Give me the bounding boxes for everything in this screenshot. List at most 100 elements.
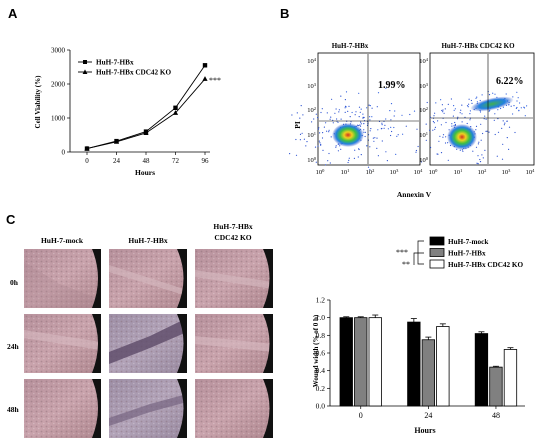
flow-ytick: 103 xyxy=(419,82,429,90)
flow-dot xyxy=(523,106,525,108)
flow-dot xyxy=(318,140,320,142)
flow-dot xyxy=(502,143,504,145)
flow-plot-frame xyxy=(317,52,421,166)
flow-dot xyxy=(477,155,479,157)
flow-dot xyxy=(320,144,322,146)
wound-healing-images: HuH-7-mock HuH-7-HBx HuH-7-HBx CDC42 KO … xyxy=(7,222,273,438)
flow-dot xyxy=(322,149,324,151)
flow-dot xyxy=(317,145,319,147)
flow-dot xyxy=(328,129,330,131)
flow-dot xyxy=(512,96,514,98)
flow-dot xyxy=(429,129,431,131)
flow-dot xyxy=(466,122,468,125)
flow-dot xyxy=(453,109,455,111)
flow-plot-hbx-cdc42-ko: HuH-7-HBx CDC42 KO 6.22% 100 101 102 103… xyxy=(405,42,535,176)
flow-population-live xyxy=(447,124,477,150)
flow-dot xyxy=(492,92,494,94)
flow-percent-label: 1.99% xyxy=(378,80,406,91)
flow-dot xyxy=(504,122,506,124)
flow-dot xyxy=(469,113,471,115)
flow-population-live xyxy=(332,123,364,147)
flow-xtick: 102 xyxy=(366,168,375,176)
flow-dot xyxy=(451,125,453,127)
flow-dot xyxy=(435,102,437,104)
flow-dot xyxy=(329,118,331,120)
flow-dot xyxy=(506,120,508,122)
flow-dot xyxy=(417,145,419,148)
flow-dot xyxy=(362,113,364,115)
flow-dot xyxy=(416,128,418,130)
flow-dot xyxy=(322,132,324,134)
flow-dot xyxy=(402,133,404,135)
viability-point xyxy=(202,76,208,81)
flow-ytick: 101 xyxy=(419,131,428,139)
viability-point xyxy=(84,145,90,151)
flow-dot xyxy=(488,131,490,133)
flow-dot xyxy=(394,110,396,112)
viability-significance: *** xyxy=(209,76,221,85)
flow-dot xyxy=(494,93,496,95)
wound-legend-swatch xyxy=(429,236,445,246)
flow-dot xyxy=(415,151,417,153)
flow-dot xyxy=(472,150,474,152)
flow-xtick: 102 xyxy=(478,168,487,176)
flow-dot xyxy=(516,100,518,102)
flow-xtick: 103 xyxy=(502,168,512,176)
flow-dot xyxy=(385,87,387,89)
flow-dot xyxy=(295,154,298,156)
flow-dot xyxy=(461,104,463,106)
wound-y-tick-label: 1.0 xyxy=(316,313,326,322)
flow-dot xyxy=(354,114,356,116)
viability-y-tick-label: 0 xyxy=(62,149,66,157)
flow-dot xyxy=(387,128,389,130)
wound-y-tick-label: 0.8 xyxy=(316,331,326,340)
flow-plot-hbx: HuH-7-HBx 1.99% 100 101 102 103 104 100 … xyxy=(289,42,423,176)
flow-dot xyxy=(321,108,323,110)
flow-dot xyxy=(348,105,350,107)
flow-dot xyxy=(475,146,478,148)
wound-image xyxy=(109,379,187,438)
flow-dot xyxy=(344,107,346,109)
flow-dot xyxy=(493,119,495,121)
flow-dot xyxy=(513,105,515,107)
flow-dot xyxy=(325,122,327,124)
flow-dot xyxy=(335,145,337,147)
flow-dot xyxy=(396,135,398,137)
flow-dot xyxy=(369,116,371,118)
flow-dot xyxy=(359,125,362,127)
flow-dot xyxy=(357,156,359,158)
flow-dot xyxy=(367,166,370,168)
viability-point xyxy=(143,130,149,135)
viability-y-label: Cell Viability (%) xyxy=(34,75,42,129)
flow-dot xyxy=(374,137,376,139)
flow-dot xyxy=(390,126,392,128)
flow-dot xyxy=(481,94,483,96)
flow-dot xyxy=(444,142,447,144)
viability-point xyxy=(173,105,178,110)
flow-dot xyxy=(337,121,339,123)
flow-dot xyxy=(488,110,490,112)
wound-x-label: Hours xyxy=(414,426,435,435)
flow-plot-title: HuH-7-HBx CDC42 KO xyxy=(441,42,515,50)
wound-bar xyxy=(421,339,436,407)
flow-dot xyxy=(362,117,364,119)
flow-dot xyxy=(363,123,365,125)
viability-y-tick-label: 3000 xyxy=(51,47,66,55)
flow-dot xyxy=(426,101,428,104)
flow-dot xyxy=(386,160,388,162)
flow-dot xyxy=(317,117,319,119)
flow-dot xyxy=(468,103,470,105)
flow-dot xyxy=(454,121,456,124)
flow-dot xyxy=(306,141,308,143)
flow-dot xyxy=(323,126,325,128)
flow-dot xyxy=(358,92,360,94)
wound-bar xyxy=(368,317,382,407)
wound-legend: HuH-7-mock HuH-7-HBx HuH-7-HBx CDC42 KO xyxy=(413,236,523,269)
flow-dot xyxy=(291,114,293,116)
viability-y-ticks: 0 1000 2000 3000 xyxy=(51,47,70,157)
flow-dot xyxy=(340,148,342,150)
flow-dot xyxy=(395,153,397,155)
flow-dot xyxy=(467,106,469,108)
flow-dot xyxy=(337,150,339,152)
flow-ticks-plot1: 100 101 102 103 104 100 101 102 103 104 xyxy=(307,57,423,176)
